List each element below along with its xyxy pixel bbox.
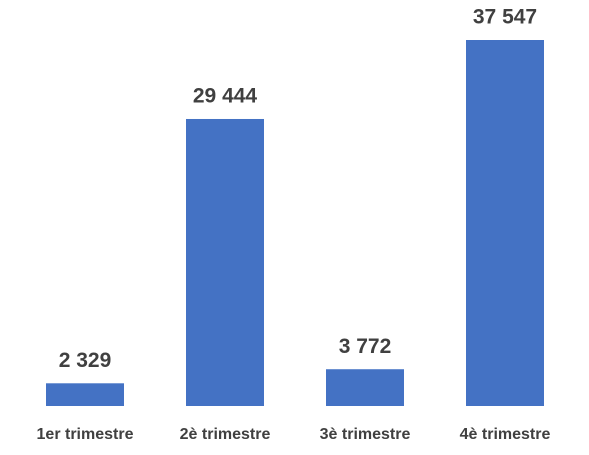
bar [186,118,264,407]
x-tick-label: 3è trimestre [320,426,411,443]
value-label: 2 329 [59,349,112,372]
bar [326,369,404,406]
bar [466,40,544,406]
value-label: 3 772 [339,335,392,358]
x-tick-label: 4è trimestre [460,426,551,443]
x-tick-label: 1er trimestre [37,426,134,443]
value-label: 29 444 [193,85,258,108]
x-tick-label: 2è trimestre [180,426,271,443]
bar [46,383,124,406]
value-label: 37 547 [473,6,537,29]
